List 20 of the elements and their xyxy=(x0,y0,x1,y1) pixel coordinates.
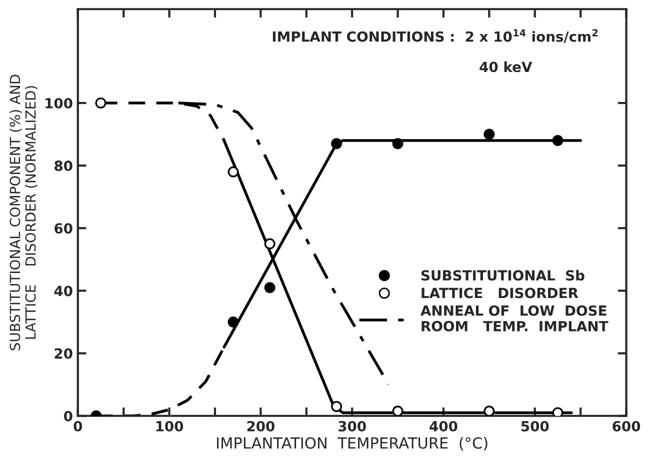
x-tick-label: 0 xyxy=(74,420,82,432)
x-tick-label: 300 xyxy=(338,420,366,432)
annotation: IMPLANT CONDITIONS : 2 x 10$^{14}$ ions/cm$^{2}$ xyxy=(272,29,598,43)
x-tick-label: 200 xyxy=(247,420,275,432)
legend-label: ANNEAL OF LOW DOSE ROOM TEMP. IMPLANT xyxy=(420,305,608,332)
y-tick-label: 100 xyxy=(46,98,72,108)
x-tick-label: 600 xyxy=(612,420,640,432)
x-axis-title: IMPLANTATION TEMPERATURE (°C) xyxy=(217,436,488,451)
y-axis-title: SUBSTITUTIONAL COMPONENT (%) AND LATTICE DISORDER (NORMALIZED) xyxy=(9,74,38,350)
x-tick-label: 500 xyxy=(521,420,549,432)
legend-label: SUBSTITUTIONAL Sb xyxy=(421,270,584,281)
annotation: 40 keV xyxy=(480,61,532,72)
y-tick-label: 20 xyxy=(54,348,72,359)
y-tick-label: 40 xyxy=(54,286,72,296)
legend-label: LATTICE DISORDER xyxy=(422,288,578,298)
y-tick-label: 60 xyxy=(54,223,72,234)
y-tick-label: 0 xyxy=(64,410,72,422)
x-tick-label: 100 xyxy=(156,420,184,432)
y-tick-label: 80 xyxy=(54,160,72,172)
x-tick-label: 400 xyxy=(430,420,458,432)
